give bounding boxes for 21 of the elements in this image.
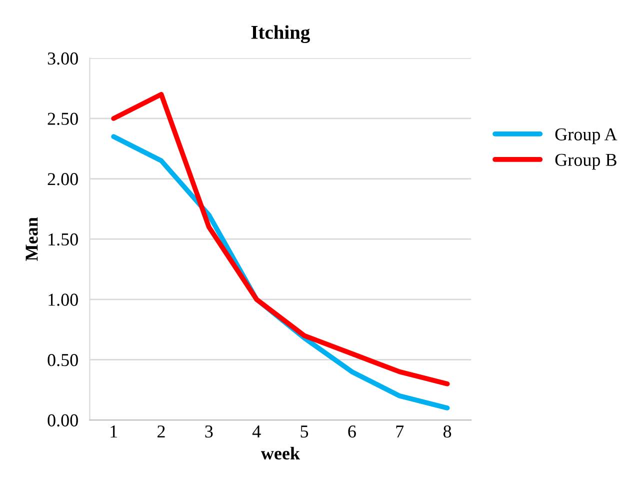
y-tick-label: 1.50 <box>48 233 78 246</box>
legend-label: Group B <box>555 154 616 170</box>
y-tick-label: 1.00 <box>48 294 78 306</box>
x-tick-label: 7 <box>396 426 404 438</box>
y-tick-label: 3.00 <box>48 52 78 65</box>
x-tick-label: 1 <box>110 426 118 438</box>
y-tick-label: 2.50 <box>48 112 78 126</box>
y-tick-label: 0.50 <box>48 354 78 366</box>
chart-title: Itching <box>251 25 310 44</box>
legend-label: Group A <box>555 128 618 144</box>
x-tick-label: 5 <box>300 426 308 438</box>
x-tick-label: 2 <box>158 425 165 438</box>
y-tick-label: 2.00 <box>48 173 78 186</box>
y-tick-label: 0.00 <box>48 414 78 427</box>
line-series <box>111 92 450 386</box>
x-tick-label: 4 <box>252 426 261 438</box>
x-tick-label: 6 <box>348 425 356 438</box>
y-axis-title: Mean <box>26 217 38 261</box>
x-tick-label: 3 <box>205 425 213 438</box>
x-axis-title: week <box>260 446 300 460</box>
x-tick-label: 8 <box>443 425 452 438</box>
